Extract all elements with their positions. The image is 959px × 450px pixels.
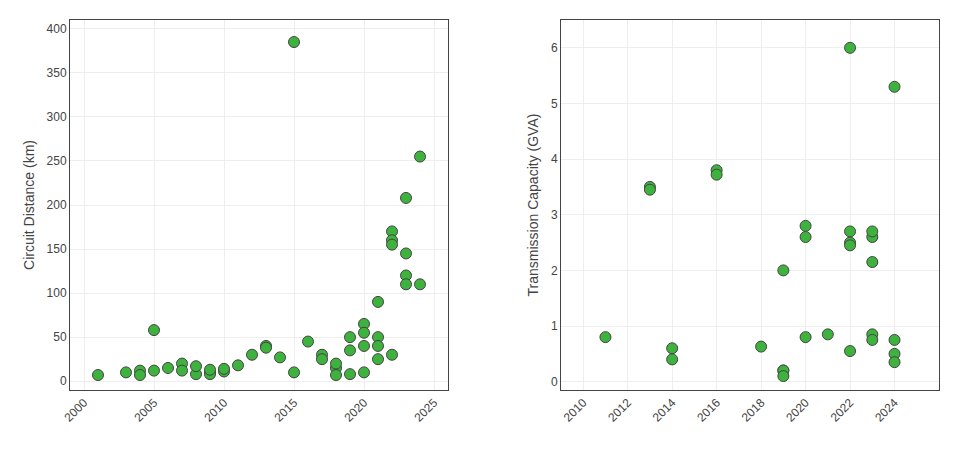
- svg-text:0: 0: [60, 374, 67, 388]
- svg-text:2014: 2014: [650, 396, 679, 425]
- svg-text:2010: 2010: [202, 396, 231, 425]
- svg-text:2010: 2010: [561, 396, 590, 425]
- svg-text:200: 200: [47, 198, 67, 212]
- svg-text:2018: 2018: [739, 396, 768, 425]
- svg-text:2005: 2005: [132, 396, 161, 425]
- svg-text:300: 300: [47, 110, 67, 124]
- svg-text:3: 3: [551, 208, 558, 222]
- svg-text:1: 1: [551, 319, 558, 333]
- svg-text:400: 400: [47, 22, 67, 36]
- svg-text:2025: 2025: [412, 396, 441, 425]
- svg-text:0: 0: [551, 375, 558, 389]
- svg-text:100: 100: [47, 286, 67, 300]
- svg-text:2016: 2016: [694, 396, 723, 425]
- svg-text:2020: 2020: [783, 396, 812, 425]
- svg-text:Transmission Capacity (GVA): Transmission Capacity (GVA): [525, 114, 541, 297]
- svg-text:Circuit Distance (km): Circuit Distance (km): [21, 140, 37, 270]
- svg-text:50: 50: [53, 330, 67, 344]
- svg-text:2000: 2000: [62, 396, 91, 425]
- svg-text:6: 6: [551, 41, 558, 55]
- svg-text:250: 250: [47, 154, 67, 168]
- svg-text:150: 150: [47, 242, 67, 256]
- svg-text:350: 350: [47, 66, 67, 80]
- svg-text:2: 2: [551, 264, 558, 278]
- svg-text:4: 4: [551, 152, 558, 166]
- svg-text:2015: 2015: [272, 396, 301, 425]
- svg-text:2012: 2012: [605, 396, 634, 425]
- svg-text:5: 5: [551, 97, 558, 111]
- svg-text:2022: 2022: [828, 396, 857, 425]
- svg-text:2024: 2024: [872, 396, 901, 425]
- svg-text:2020: 2020: [342, 396, 371, 425]
